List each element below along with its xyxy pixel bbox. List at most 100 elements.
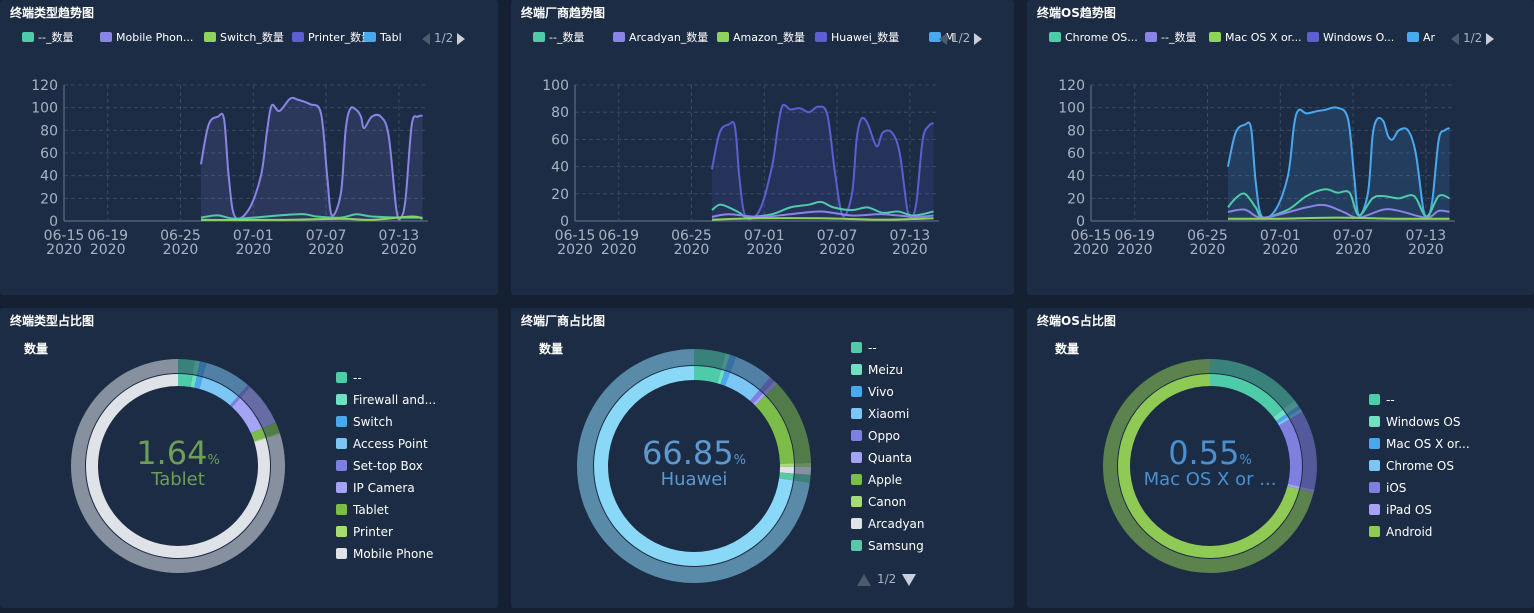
donut-center-label: 66.85% Huawei	[609, 436, 779, 490]
legend-label: --_数量	[38, 31, 74, 44]
x-tick-label: 07-13	[379, 228, 420, 244]
x-tick-label: 2020	[1117, 242, 1153, 258]
legend-item[interactable]: --_数量	[533, 30, 584, 46]
center-value: 0.55	[1168, 434, 1240, 472]
donut-outer-slice	[759, 377, 775, 393]
prev-page-icon[interactable]	[1451, 32, 1459, 45]
y-tick-label: 100	[1058, 101, 1085, 117]
legend-item[interactable]: Arcadyan	[851, 516, 925, 532]
donut-outer-slice	[794, 466, 811, 475]
legend-item[interactable]: Firewall and...	[336, 392, 436, 408]
donut-slice	[717, 369, 725, 385]
legend-item[interactable]: Access Point	[336, 436, 428, 452]
type-trend-panel: 终端类型趋势图 --_数量 Mobile Phon... Switch_数量 Prin…	[0, 0, 498, 295]
legend-item[interactable]: Set-top Box	[336, 458, 423, 474]
legend-item[interactable]: Printer_数量	[292, 30, 372, 46]
legend-label: Canon	[868, 495, 907, 509]
legend-item[interactable]: Chrome OS...	[1049, 30, 1138, 46]
prev-page-icon[interactable]	[939, 32, 947, 45]
legend-item[interactable]: Vivo	[851, 384, 894, 400]
legend-item[interactable]: iPad OS	[1369, 502, 1432, 518]
legend-item[interactable]: Apple	[851, 472, 902, 488]
legend-item[interactable]: Chrome OS	[1369, 458, 1454, 474]
next-page-icon[interactable]	[902, 573, 917, 586]
x-tick-label: 2020	[308, 242, 344, 258]
legend-label: iPad OS	[1386, 503, 1432, 517]
legend-label: Quanta	[868, 451, 913, 465]
legend-item[interactable]: --_数量	[1145, 30, 1196, 46]
legend-item[interactable]: Switch	[336, 414, 393, 430]
legend-item[interactable]: Samsung	[851, 538, 924, 554]
x-tick-label: 2020	[90, 242, 126, 258]
panel-title: 终端厂商占比图	[521, 314, 606, 328]
legend-label: Mac OS X or...	[1386, 437, 1470, 451]
legend-item[interactable]: M	[929, 30, 955, 46]
legend-item[interactable]: --	[851, 340, 877, 356]
series-area	[200, 97, 423, 221]
y-tick-label: 80	[1067, 123, 1085, 139]
legend-item[interactable]: Mac OS X or...	[1369, 436, 1470, 452]
prev-page-icon[interactable]	[422, 32, 430, 45]
legend-item[interactable]: Printer	[336, 524, 393, 540]
legend-item[interactable]: --	[336, 370, 362, 386]
x-tick-label: 06-25	[671, 228, 712, 244]
x-tick-label: 2020	[892, 242, 928, 258]
donut-slice	[190, 375, 197, 388]
y-tick-label: 20	[40, 191, 58, 207]
legend-item[interactable]: IP Camera	[336, 480, 415, 496]
next-page-icon[interactable]	[974, 32, 983, 45]
legend-pager: 1/2	[422, 30, 466, 46]
legend-item[interactable]: Oppo	[851, 428, 900, 444]
y-tick-label: 60	[40, 146, 58, 162]
chart-legend: -- Meizu Vivo Xiaomi Oppo Quanta Apple Canon Arc…	[851, 340, 971, 558]
legend-label: IP Camera	[353, 481, 415, 495]
series-line	[1227, 216, 1450, 220]
legend-item[interactable]: iOS	[1369, 480, 1406, 496]
prev-page-icon[interactable]	[857, 573, 871, 586]
legend-item[interactable]: Mobile Phone	[336, 546, 433, 562]
legend-item[interactable]: Xiaomi	[851, 406, 909, 422]
vendor-trend-panel: 终端厂商趋势图 --_数量 Arcadyan_数量 Amazon_数量 Huawei_…	[511, 0, 1014, 295]
legend-label: Xiaomi	[868, 407, 910, 421]
legend-item[interactable]: Tablet	[336, 502, 389, 518]
donut-outer-slice	[240, 387, 276, 428]
legend-item[interactable]: Huawei_数量	[815, 30, 899, 46]
legend-swatch	[1145, 32, 1157, 42]
legend-item[interactable]: Windows O...	[1307, 30, 1394, 46]
legend-item[interactable]: Amazon_数量	[717, 30, 805, 46]
legend-item[interactable]: Android	[1369, 524, 1432, 540]
legend-item[interactable]: Canon	[851, 494, 906, 510]
legend-item[interactable]: --_数量	[22, 30, 73, 46]
donut-outer-slice	[178, 359, 195, 375]
legend-label: --	[868, 341, 877, 355]
legend-item[interactable]: Quanta	[851, 450, 912, 466]
donut-slice	[178, 374, 193, 387]
series-area	[1227, 107, 1450, 221]
donut-slice	[194, 375, 203, 389]
legend-item[interactable]: Mobile Phon...	[100, 30, 193, 46]
legend-item[interactable]: --	[1369, 392, 1395, 408]
next-page-icon[interactable]	[457, 32, 466, 45]
donut-slice	[253, 437, 266, 442]
legend-item[interactable]: Ar	[1407, 30, 1435, 46]
legend-item[interactable]: Arcadyan_数量	[613, 30, 708, 46]
legend-swatch	[851, 430, 862, 441]
legend-swatch	[336, 438, 347, 449]
legend-item[interactable]: Windows OS	[1369, 414, 1460, 430]
legend-item[interactable]: Mac OS X or...	[1209, 30, 1302, 46]
legend-swatch	[613, 32, 625, 42]
series-area	[711, 104, 934, 221]
legend-label: M	[945, 31, 955, 44]
legend-swatch	[364, 32, 376, 42]
donut-outer-slice	[1210, 359, 1295, 409]
donut-slice	[1210, 374, 1283, 417]
donut-outer-slice	[1286, 405, 1301, 417]
donut-slice	[720, 370, 731, 386]
next-page-icon[interactable]	[1486, 32, 1495, 45]
legend-item[interactable]: Tabl	[364, 30, 402, 46]
legend-swatch	[851, 474, 862, 485]
legend-item[interactable]: Switch_数量	[204, 30, 284, 46]
legend-item[interactable]: Meizu	[851, 362, 903, 378]
donut-slice	[694, 366, 721, 384]
center-unit: %	[207, 453, 220, 468]
